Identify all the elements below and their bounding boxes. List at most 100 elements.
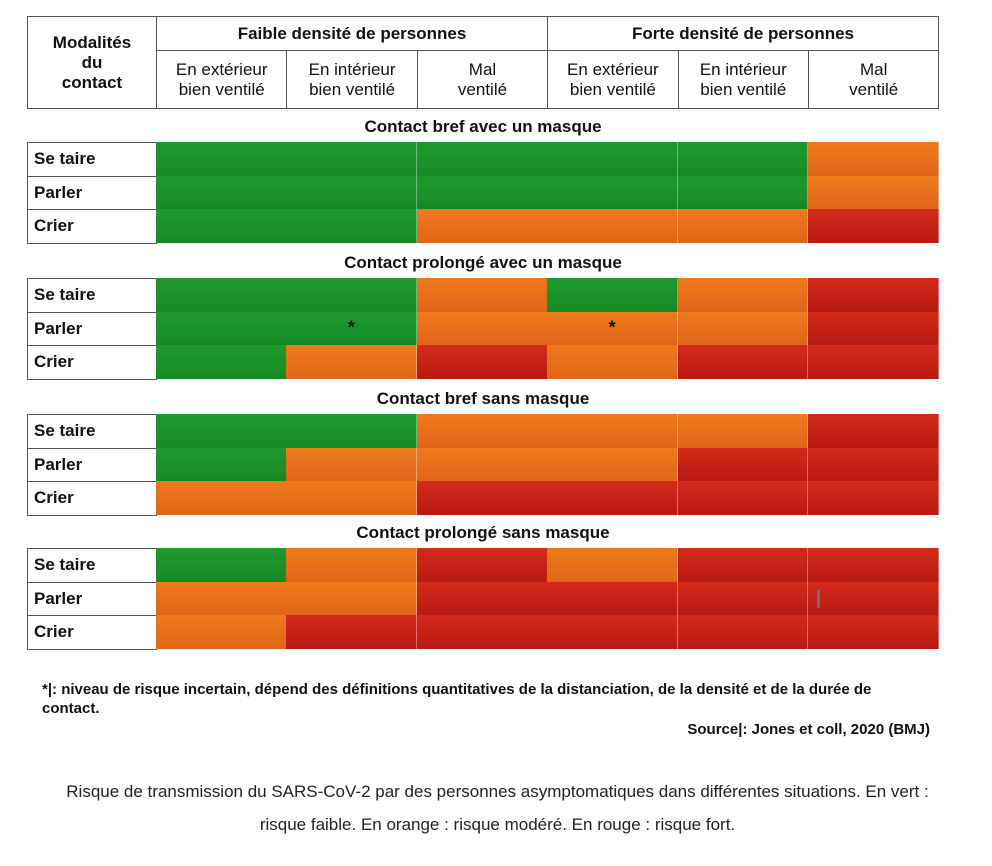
risk-cell-low xyxy=(416,175,548,209)
risk-cell-high xyxy=(677,481,809,515)
risk-cell-mod xyxy=(547,447,679,481)
risk-cell-low: * xyxy=(286,311,418,345)
risk-cell-mod xyxy=(677,311,809,345)
density-group-high-label: Forte densité de personnes xyxy=(632,23,854,43)
source-text: Source|: Jones et coll, 2020 (BMJ) xyxy=(687,721,930,738)
row-label: Crier xyxy=(27,345,157,380)
risk-cell-high xyxy=(547,581,679,615)
risk-cell-high: | xyxy=(808,581,939,615)
column-header-1: En extérieur bien ventilé xyxy=(156,50,288,109)
row-label: Se taire xyxy=(27,414,157,449)
risk-cell-low xyxy=(677,142,809,176)
group-title: Contact bref sans masque xyxy=(376,389,590,408)
group-title: Contact prolongé sans masque xyxy=(356,523,610,542)
modalites-line-3: contact xyxy=(61,72,123,92)
column-header-2-line-2: bien ventilé xyxy=(309,79,396,99)
risk-cell-low xyxy=(286,209,418,243)
risk-cell-high xyxy=(677,345,809,379)
column-header-1-line-2: bien ventilé xyxy=(178,79,265,99)
column-header-1-line-1: En extérieur xyxy=(175,59,268,79)
risk-cell-low xyxy=(156,345,287,379)
density-group-low: Faible densité de personnes xyxy=(156,16,548,51)
column-header-4-line-2: bien ventilé xyxy=(569,79,656,99)
group-title: Contact prolongé avec un masque xyxy=(344,253,622,272)
risk-cell-high xyxy=(808,311,939,345)
risk-cell-high xyxy=(416,615,548,649)
risk-cell-mod xyxy=(286,345,418,379)
footnote: *|: niveau de risque incertain, dépend d… xyxy=(42,680,932,718)
row-label: Se taire xyxy=(27,278,157,313)
risk-cell-low xyxy=(547,142,679,176)
column-header-3-line-1: Mal xyxy=(468,59,497,79)
risk-cell-high xyxy=(677,548,809,582)
column-header-6-line-1: Mal xyxy=(859,59,888,79)
risk-cell-high xyxy=(808,278,939,312)
column-header-3-line-2: ventilé xyxy=(457,79,508,99)
risk-cell-mod xyxy=(416,278,548,312)
row-label: Se taire xyxy=(27,142,157,177)
risk-cell-mod xyxy=(416,447,548,481)
risk-cell-mod xyxy=(547,345,679,379)
risk-cell-low xyxy=(156,209,287,243)
risk-cell-mod: * xyxy=(547,311,679,345)
risk-cell-mod xyxy=(547,548,679,582)
risk-cell-mod xyxy=(547,414,679,448)
row-label: Se taire xyxy=(27,548,157,583)
uncertain-mark: | xyxy=(816,587,822,608)
risk-cell-mod xyxy=(808,142,939,176)
risk-cell-high xyxy=(808,414,939,448)
risk-cell-high xyxy=(677,447,809,481)
risk-cell-mod xyxy=(416,209,548,243)
risk-cell-mod xyxy=(808,175,939,209)
column-header-5-line-1: En intérieur xyxy=(699,59,787,79)
row-label: Crier xyxy=(27,209,157,244)
risk-cell-low xyxy=(286,175,418,209)
risk-cell-mod xyxy=(286,481,418,515)
group-title: Contact bref avec un masque xyxy=(364,117,602,136)
modalites-line-1: Modalités xyxy=(52,32,132,52)
risk-cell-high xyxy=(808,447,939,481)
risk-cell-high xyxy=(416,345,548,379)
risk-cell-low xyxy=(547,175,679,209)
row-label: Parler xyxy=(27,311,157,346)
row-label: Parler xyxy=(27,447,157,482)
risk-cell-mod xyxy=(156,615,287,649)
risk-cell-high xyxy=(808,548,939,582)
risk-cell-low xyxy=(286,142,418,176)
risk-cell-low xyxy=(416,142,548,176)
risk-cell-high xyxy=(416,548,548,582)
column-header-5: En intérieur bien ventilé xyxy=(677,50,809,109)
risk-cell-low xyxy=(156,447,287,481)
risk-cell-high xyxy=(808,345,939,379)
column-header-4: En extérieur bien ventilé xyxy=(547,50,679,109)
row-label: Parler xyxy=(27,581,157,616)
risk-cell-high xyxy=(416,581,548,615)
footnote-text: *|: niveau de risque incertain, dépend d… xyxy=(42,681,872,717)
risk-cell-mod xyxy=(286,581,418,615)
caption-text: Risque de transmission du SARS-CoV-2 par… xyxy=(66,782,929,834)
row-label: Parler xyxy=(27,175,157,210)
risk-cell-mod xyxy=(286,447,418,481)
risk-cell-mod xyxy=(156,481,287,515)
risk-cell-low xyxy=(547,278,679,312)
risk-cell-high xyxy=(286,615,418,649)
density-group-low-label: Faible densité de personnes xyxy=(237,23,467,43)
risk-cell-low xyxy=(156,175,287,209)
risk-cell-high xyxy=(808,209,939,243)
risk-cell-mod xyxy=(677,209,809,243)
risk-cell-low xyxy=(156,414,287,448)
risk-cell-mod xyxy=(677,278,809,312)
risk-cell-low xyxy=(156,548,287,582)
row-label: Crier xyxy=(27,615,157,650)
column-header-2-line-1: En intérieur xyxy=(308,59,396,79)
column-header-5-line-2: bien ventilé xyxy=(700,79,787,99)
risk-cell-high xyxy=(547,481,679,515)
risk-cell-high xyxy=(677,615,809,649)
risk-cell-low xyxy=(156,311,287,345)
uncertain-mark: * xyxy=(347,317,355,338)
risk-cell-high xyxy=(416,481,548,515)
risk-cell-low xyxy=(286,278,418,312)
density-group-high: Forte densité de personnes xyxy=(547,16,939,51)
caption: Risque de transmission du SARS-CoV-2 par… xyxy=(50,775,945,841)
risk-cell-mod xyxy=(416,414,548,448)
